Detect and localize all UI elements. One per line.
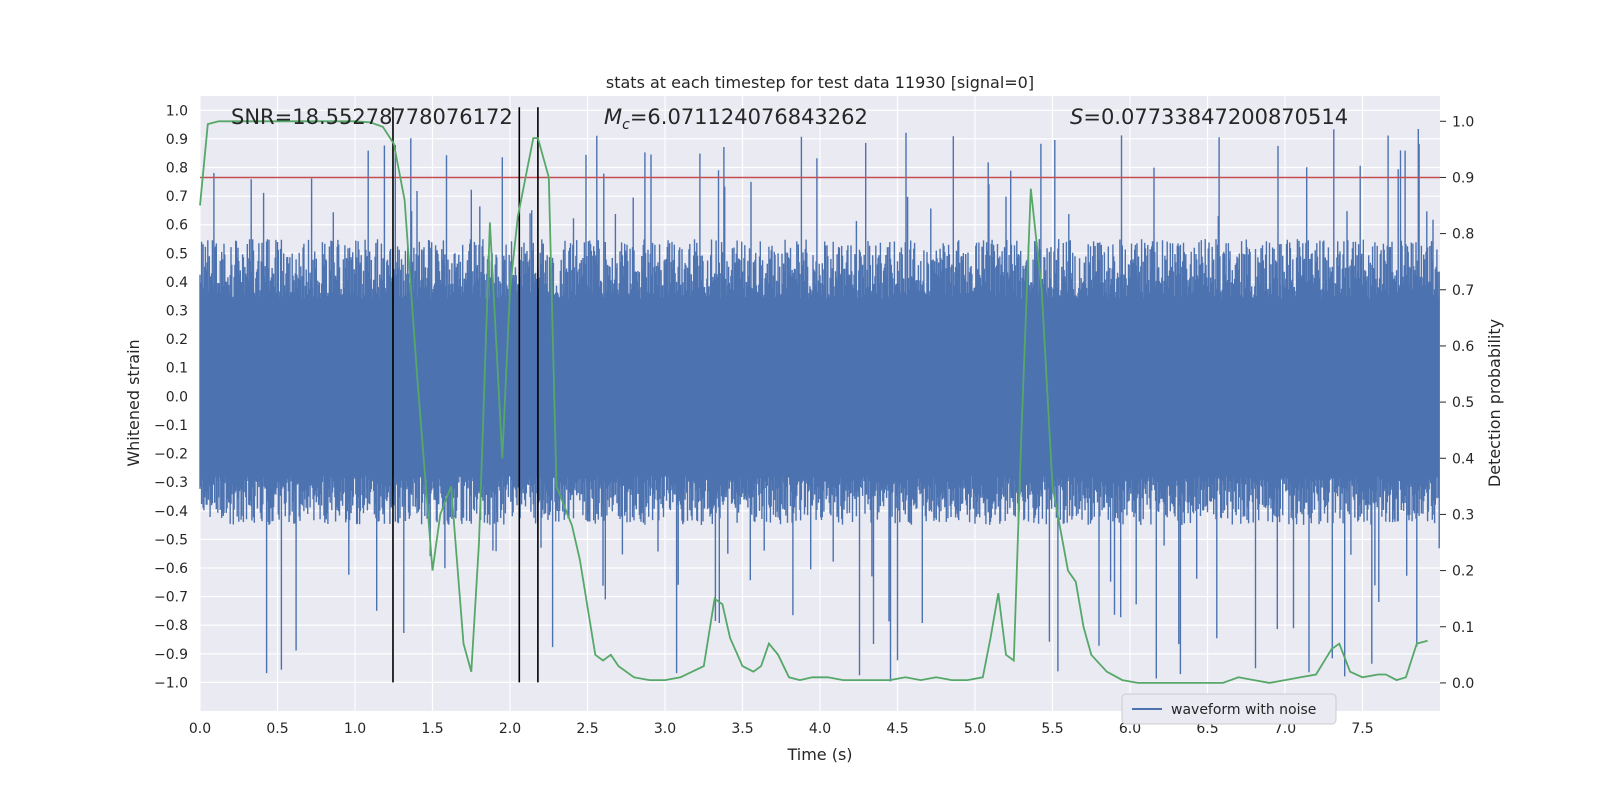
right-y-axis-label: Detection probability: [1485, 319, 1504, 487]
left-y-tick-label: 0.3: [166, 304, 188, 320]
x-tick-label: 1.5: [421, 721, 443, 737]
right-y-tick-label: 0.4: [1452, 451, 1474, 467]
x-tick-label: 3.0: [654, 721, 676, 737]
right-y-tick-label: 0.0: [1452, 676, 1474, 692]
right-y-tick-label: 0.7: [1452, 283, 1474, 299]
x-tick-label: 2.0: [499, 721, 521, 737]
chart-title: stats at each timestep for test data 119…: [606, 73, 1034, 92]
left-y-tick-label: −0.5: [154, 532, 188, 548]
vertical-marker-lines: [392, 107, 539, 683]
legend-label: waveform with noise: [1171, 702, 1316, 718]
x-axis-ticks: 0.0 0.5 1.0 1.5 2.0 2.5 3.0 3.5 4.0 4.5 5.0 5.5 6.0 6…: [189, 721, 1374, 737]
s-value: =0.07733847200870514: [1083, 105, 1348, 129]
left-y-tick-label: −0.1: [154, 418, 188, 434]
left-y-axis-label: Whitened strain: [124, 339, 143, 466]
left-y-tick-label: 0.2: [166, 332, 188, 348]
right-y-tick-label: 0.8: [1452, 227, 1474, 243]
chirp-mass-symbol: M: [604, 105, 622, 129]
left-y-tick-label: 0.1: [166, 361, 188, 377]
left-y-tick-label: 0.7: [166, 189, 188, 205]
x-tick-label: 6.5: [1196, 721, 1218, 737]
left-y-tick-label: 0.5: [166, 246, 188, 262]
left-y-tick-label: −0.4: [154, 504, 188, 520]
x-axis-label: Time (s): [786, 745, 852, 764]
x-tick-label: 1.0: [344, 721, 366, 737]
x-tick-label: 4.5: [886, 721, 908, 737]
right-y-tick-label: 0.9: [1452, 170, 1474, 186]
left-y-tick-label: 0.9: [166, 132, 188, 148]
left-y-axis-ticks: 1.0 0.9 0.8 0.7 0.6 0.5 0.4 0.3 0.2 0.1 0.0 −0.1 −0.…: [154, 103, 188, 691]
right-y-tick-label: 0.2: [1452, 564, 1474, 580]
chirp-mass-subscript: c: [622, 117, 630, 133]
right-y-axis-ticks: 1.0 0.9 0.8 0.7 0.6 0.5 0.4 0.3 0.2 0.1 0.0: [1440, 114, 1474, 692]
x-tick-label: 2.5: [576, 721, 598, 737]
left-y-tick-label: −1.0: [154, 675, 188, 691]
right-y-tick-label: 0.3: [1452, 507, 1474, 523]
x-tick-label: 0.0: [189, 721, 211, 737]
s-symbol: S: [1070, 105, 1083, 129]
x-tick-label: 6.0: [1119, 721, 1141, 737]
x-tick-label: 5.0: [964, 721, 986, 737]
left-y-tick-label: 0.0: [166, 389, 188, 405]
right-y-tick-label: 0.1: [1452, 620, 1474, 636]
left-y-tick-label: −0.9: [154, 647, 188, 663]
right-y-tick-label: 1.0: [1452, 114, 1474, 130]
waveform-path: [199, 129, 1440, 682]
x-tick-label: 0.5: [266, 721, 288, 737]
x-tick-label: 7.0: [1274, 721, 1296, 737]
legend-box: [1121, 693, 1337, 725]
x-tick-label: 4.0: [809, 721, 831, 737]
x-tick-label: 5.5: [1041, 721, 1063, 737]
left-y-tick-label: −0.6: [154, 561, 188, 577]
chirp-mass-value: =6.071124076843262: [630, 105, 868, 129]
left-y-tick-label: 0.8: [166, 161, 188, 177]
right-y-tick-label: 0.5: [1452, 395, 1474, 411]
left-y-tick-label: −0.3: [154, 475, 188, 491]
detection-probability-path: [199, 120, 1428, 684]
left-y-tick-label: −0.2: [154, 447, 188, 463]
waveform-with-noise-series: [199, 129, 1440, 682]
x-tick-label: 3.5: [731, 721, 753, 737]
right-y-tick-label: 0.6: [1452, 339, 1474, 355]
left-y-tick-label: 0.6: [166, 218, 188, 234]
legend: waveform with noise: [1121, 693, 1337, 725]
left-y-tick-label: −0.7: [154, 590, 188, 606]
s-statistic-annotation: S=0.07733847200870514: [1070, 105, 1348, 129]
left-y-tick-label: 1.0: [166, 103, 188, 119]
detection-probability-series: [199, 120, 1428, 684]
left-y-tick-label: 0.4: [166, 275, 188, 291]
left-y-tick-label: −0.8: [154, 618, 188, 634]
x-tick-label: 7.5: [1351, 721, 1373, 737]
snr-annotation: SNR=18.55278778076172: [231, 105, 513, 129]
chirp-mass-annotation: Mc=6.071124076843262: [604, 105, 868, 133]
